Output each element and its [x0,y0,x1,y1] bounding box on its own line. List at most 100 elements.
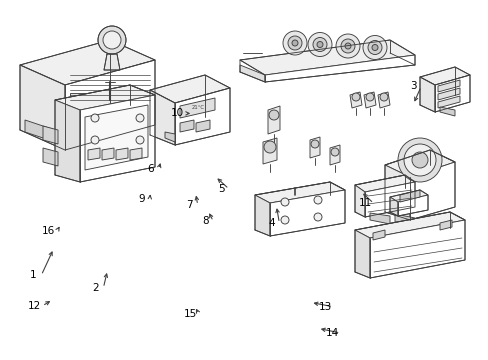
Polygon shape [434,75,469,112]
Polygon shape [267,106,280,134]
Circle shape [91,114,99,122]
Circle shape [351,93,359,101]
Circle shape [281,216,288,224]
Circle shape [312,37,326,51]
Polygon shape [150,90,175,145]
Text: 8: 8 [202,216,208,226]
Text: 6: 6 [147,164,154,174]
Polygon shape [150,75,229,103]
Polygon shape [25,120,55,142]
Polygon shape [263,138,276,164]
Circle shape [340,39,354,53]
Bar [72,133,90,145]
Text: 14: 14 [325,328,339,338]
Polygon shape [363,92,375,108]
Circle shape [313,213,321,221]
Circle shape [371,45,377,50]
Bar [70,121,150,131]
Polygon shape [180,120,194,132]
Text: 21°C: 21°C [191,105,204,111]
Polygon shape [88,148,100,160]
Polygon shape [43,148,58,166]
Circle shape [287,36,302,50]
Polygon shape [389,190,427,202]
Polygon shape [389,197,397,216]
Circle shape [264,141,275,153]
Text: 11: 11 [358,198,372,208]
Bar [98,133,116,145]
Polygon shape [254,182,345,203]
Circle shape [91,136,99,144]
Circle shape [136,136,143,144]
Circle shape [281,198,288,206]
Polygon shape [55,100,80,182]
Bar [70,135,150,145]
Polygon shape [369,220,464,278]
Polygon shape [102,148,114,160]
Polygon shape [419,67,469,85]
Polygon shape [254,195,269,236]
Polygon shape [394,214,414,227]
Polygon shape [354,175,414,192]
Text: 4: 4 [267,218,274,228]
Text: 10: 10 [170,108,183,118]
Polygon shape [55,85,155,110]
Circle shape [397,138,441,182]
Text: 5: 5 [217,184,224,194]
Polygon shape [384,165,409,220]
Circle shape [365,93,373,101]
Polygon shape [180,98,215,118]
Polygon shape [240,40,414,75]
Circle shape [316,41,323,48]
Circle shape [98,26,126,54]
Circle shape [268,110,279,120]
Polygon shape [384,150,454,177]
Bar [70,107,150,117]
Polygon shape [419,77,434,112]
Text: 13: 13 [318,302,331,312]
Polygon shape [437,96,459,108]
Polygon shape [329,145,339,165]
Circle shape [307,32,331,57]
Circle shape [330,148,338,156]
Polygon shape [104,54,120,70]
Circle shape [136,114,143,122]
Bar [384,185,392,200]
Text: 3: 3 [409,81,416,91]
Circle shape [103,31,121,49]
Polygon shape [437,80,459,92]
Polygon shape [364,182,414,217]
Polygon shape [439,220,451,230]
Polygon shape [164,132,175,142]
Polygon shape [399,190,419,202]
Polygon shape [20,65,65,150]
Text: 12: 12 [27,301,41,311]
Text: 15: 15 [183,309,197,319]
Polygon shape [309,137,319,158]
Circle shape [379,93,387,101]
Polygon shape [437,88,459,100]
Polygon shape [439,107,454,116]
Circle shape [313,196,321,204]
Polygon shape [20,40,155,85]
Polygon shape [354,230,369,278]
Circle shape [345,43,350,49]
Text: 2: 2 [92,283,99,293]
Circle shape [403,144,435,176]
Polygon shape [409,162,454,220]
Text: 16: 16 [42,226,56,236]
Polygon shape [369,213,389,224]
Circle shape [291,40,297,46]
Polygon shape [116,148,128,160]
Polygon shape [65,60,155,150]
Polygon shape [354,212,464,238]
Polygon shape [85,105,148,170]
Polygon shape [349,92,361,108]
Polygon shape [196,120,209,132]
Polygon shape [377,92,389,108]
Bar [124,133,142,145]
Polygon shape [240,65,264,82]
Polygon shape [372,230,384,240]
Polygon shape [175,88,229,145]
Circle shape [362,36,386,59]
